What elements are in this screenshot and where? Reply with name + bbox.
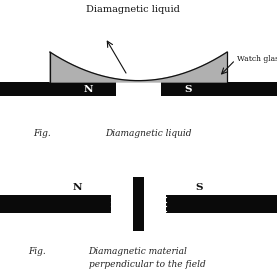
Text: S: S: [196, 183, 203, 192]
Text: Watch glas: Watch glas: [237, 55, 277, 63]
Bar: [116, 82, 161, 96]
Bar: [0, 195, 111, 213]
Text: Fig.: Fig.: [33, 130, 51, 139]
Bar: [0, 82, 277, 96]
Text: Diamagnetic material: Diamagnetic material: [89, 247, 188, 256]
Text: N: N: [73, 183, 82, 192]
Text: Fig.: Fig.: [28, 247, 45, 256]
Text: N: N: [84, 85, 93, 94]
Bar: [166, 195, 277, 213]
Text: Diamagnetic liquid: Diamagnetic liquid: [105, 130, 192, 139]
Text: S: S: [184, 85, 192, 94]
Polygon shape: [50, 52, 227, 82]
Text: perpendicular to the field: perpendicular to the field: [89, 260, 205, 269]
Bar: [133, 177, 144, 231]
Text: Diamagnetic liquid: Diamagnetic liquid: [86, 5, 180, 14]
